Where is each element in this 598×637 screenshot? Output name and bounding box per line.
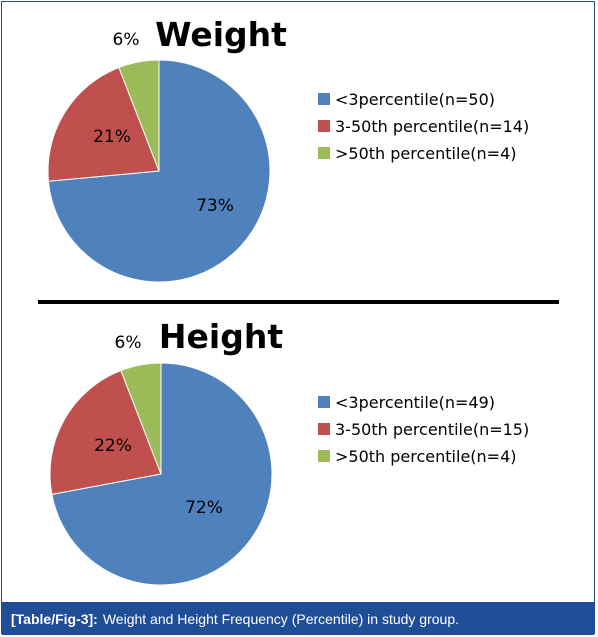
chart-title-weight: Weight [155,15,287,54]
height-data-label-1: 22% [94,436,132,456]
height-legend-label-2: >50th percentile(n=4) [335,447,517,466]
weight-legend-label-0: <3percentile(n=50) [335,90,495,109]
weight-legend: <3percentile(n=50) 3-50th percentile(n=14… [318,90,529,163]
height-pie-chart: Height 72% 22% 6% <3percentile(n=49) 3-50th… [49,317,529,586]
height-legend-swatch-2 [318,450,330,462]
weight-legend-swatch-0 [318,93,330,105]
weight-legend-swatch-1 [318,120,330,132]
weight-data-label-0: 73% [196,196,234,216]
weight-legend-label-1: 3-50th percentile(n=14) [335,117,529,136]
weight-slice-1 [47,66,160,182]
weight-legend-swatch-2 [318,147,330,159]
figure-canvas: Weight 73% 21% 6% <3percentile(n=50) 3-50th… [47,15,529,586]
height-slice-0 [51,362,273,586]
caption-text: Weight and Height Frequency (Percentile)… [102,610,459,627]
weight-pie-chart: Weight 73% 21% 6% <3percentile(n=50) 3-50th… [47,15,529,283]
chart-title-height: Height [159,317,283,356]
height-legend: <3percentile(n=49) 3-50th percentile(n=15… [318,393,529,466]
height-legend-label-1: 3-50th percentile(n=15) [335,420,529,439]
height-slice-2 [120,362,162,475]
height-data-labels: 72% 22% 6% [94,333,223,518]
weight-data-label-2: 6% [113,30,140,50]
weight-data-labels: 73% 21% 6% [93,30,234,216]
weight-slices [47,59,271,283]
height-legend-swatch-0 [318,396,330,408]
weight-data-label-1: 21% [93,127,131,147]
height-legend-label-0: <3percentile(n=49) [335,393,495,412]
caption-label: [Table/Fig-3]: [11,610,98,627]
weight-slice-2 [118,59,160,172]
height-slices [49,362,273,586]
height-data-label-2: 6% [115,333,142,353]
figure-caption: [Table/Fig-3]: Weight and Height Frequen… [2,602,594,635]
height-data-label-0: 72% [185,498,223,518]
chart-divider [38,300,559,304]
weight-legend-label-2: >50th percentile(n=4) [335,144,517,163]
height-legend-swatch-1 [318,423,330,435]
height-slice-1 [49,369,162,495]
